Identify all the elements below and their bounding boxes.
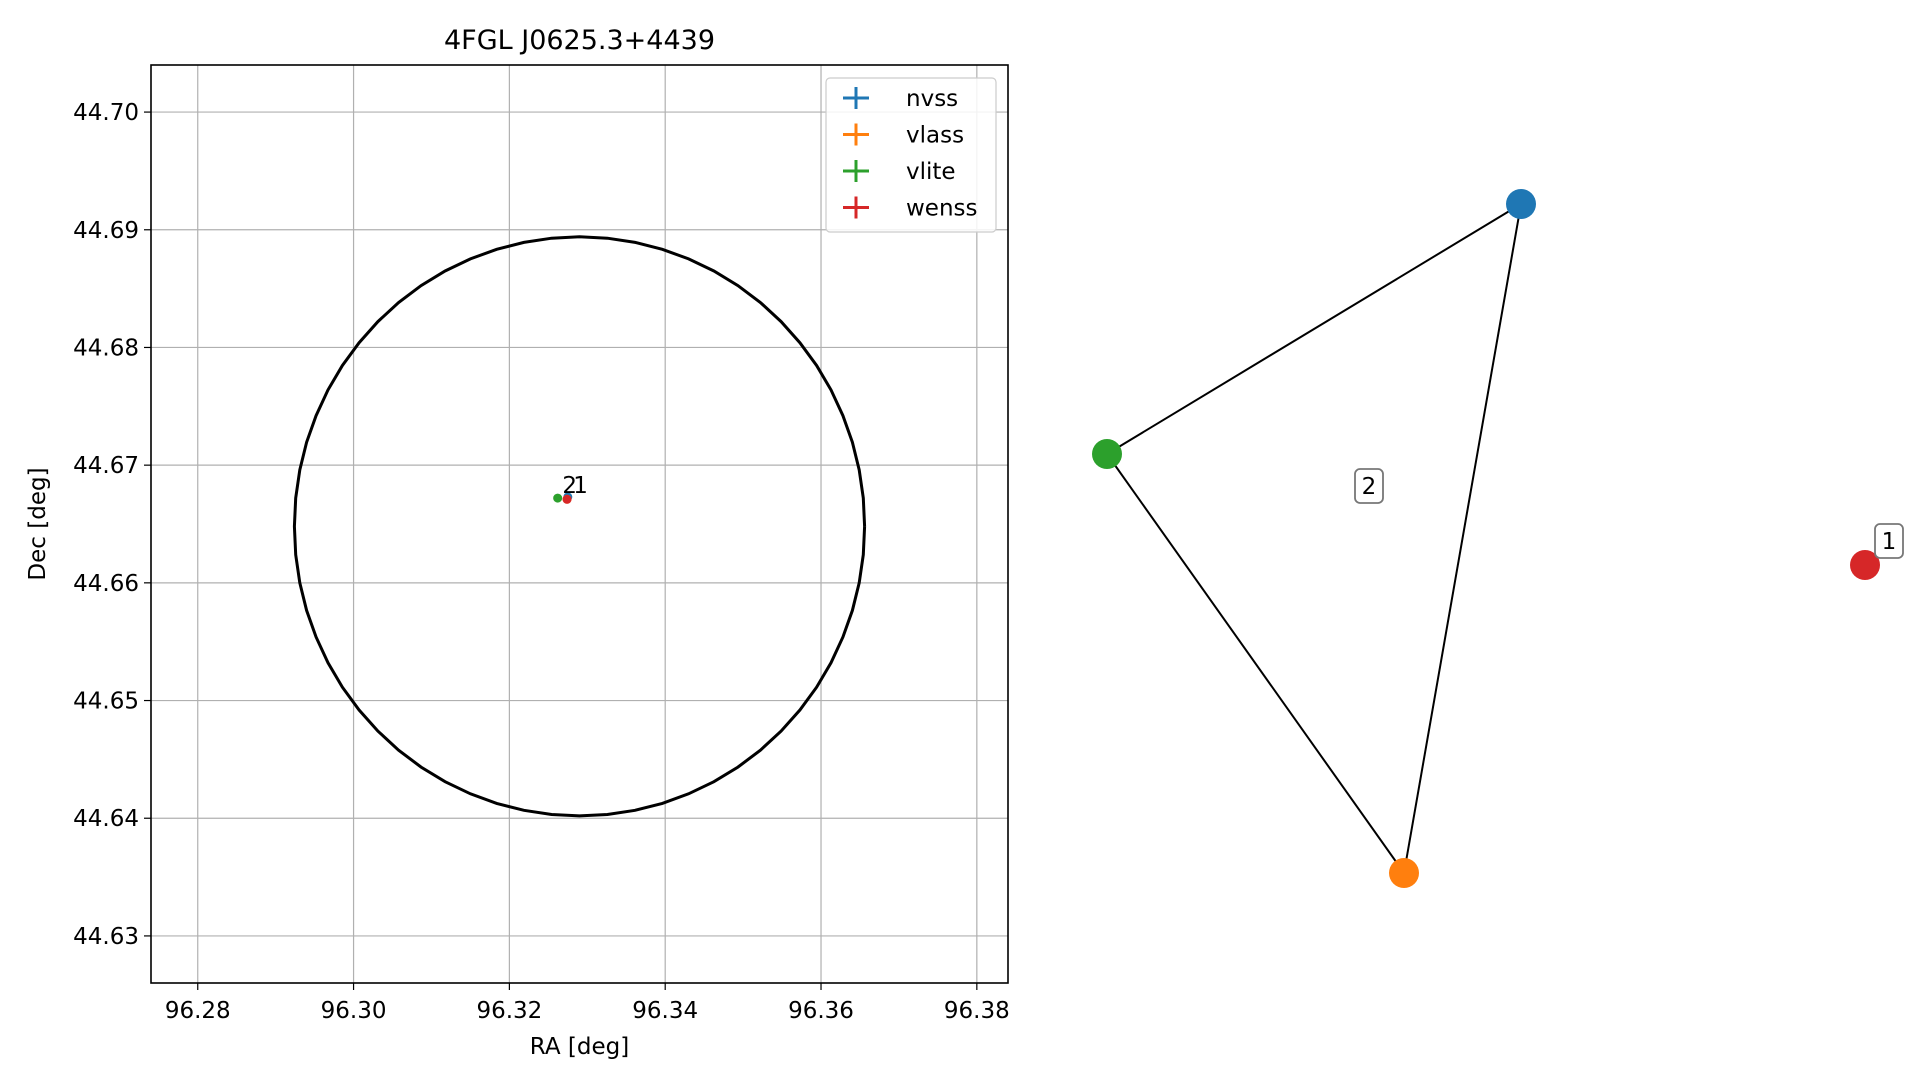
- x-tick-label: 96.30: [321, 998, 387, 1024]
- graph-nodes: [1092, 189, 1880, 888]
- y-tick-label: 44.64: [73, 806, 139, 832]
- legend-entry-vlite: vlite: [843, 159, 956, 185]
- legend-entry-wenss: wenss: [843, 196, 978, 222]
- node-vlass: [1389, 858, 1419, 888]
- point-wenss: [562, 494, 572, 504]
- group-label-2: 2: [1354, 468, 1384, 504]
- legend-label: vlass: [906, 123, 964, 149]
- group-label-box: [1354, 468, 1384, 504]
- y-tick-label: 44.69: [73, 218, 139, 244]
- x-tick-label: 96.36: [788, 998, 854, 1024]
- y-tick-label: 44.65: [73, 689, 139, 715]
- plot-frame: [150, 64, 1009, 984]
- legend-label: wenss: [906, 196, 978, 222]
- y-tick-label: 44.63: [73, 924, 139, 950]
- legend-entry-nvss: nvss: [843, 86, 958, 112]
- legend-entry-vlass: vlass: [843, 123, 964, 149]
- localization-ellipse: [292, 235, 867, 818]
- node-vlite: [1092, 439, 1122, 469]
- node-nvss: [1506, 189, 1536, 219]
- y-tick-label: 44.66: [73, 571, 139, 597]
- edge-vlass-nvss: [1403, 203, 1522, 874]
- group-label-1: 1: [1874, 523, 1904, 559]
- node-wenss: [1850, 550, 1880, 580]
- point-annotation: 1: [573, 473, 588, 499]
- uncertainty-ellipse: [292, 235, 867, 818]
- group-label-box: [1874, 523, 1904, 559]
- graph-edges: [1106, 203, 1522, 874]
- x-tick-label: 96.34: [632, 998, 698, 1024]
- x-tick-label: 96.28: [165, 998, 231, 1024]
- edge-vlite-vlass: [1106, 453, 1405, 874]
- edge-nvss-vlite: [1106, 203, 1522, 455]
- y-tick-label: 44.70: [73, 100, 139, 126]
- network-graph: 21: [1092, 189, 1904, 888]
- point-annotation: 2: [562, 473, 577, 499]
- x-axis-ticks: 96.28 96.30 96.32 96.34 96.36 96.38: [165, 983, 1010, 1024]
- legend-label: nvss: [906, 86, 958, 112]
- y-tick-label: 44.68: [73, 335, 139, 361]
- legend-label: vlite: [906, 159, 956, 185]
- x-axis-label: RA [deg]: [530, 1034, 629, 1060]
- x-tick-label: 96.32: [476, 998, 542, 1024]
- group-label-text: 1: [1882, 529, 1897, 555]
- group-label-text: 2: [1362, 474, 1377, 500]
- point-annotations: 21: [562, 473, 588, 499]
- y-axis-label: Dec [deg]: [25, 467, 51, 580]
- data-points: [553, 492, 573, 504]
- legend: nvss vlass vlite wenss: [825, 77, 997, 233]
- group-labels: 21: [1354, 468, 1904, 559]
- x-tick-label: 96.38: [944, 998, 1010, 1024]
- y-tick-label: 44.67: [73, 453, 139, 479]
- legend-box: [825, 77, 997, 233]
- chart-title: 4FGL J0625.3+4439: [444, 25, 715, 56]
- scatter-plot: 21 96.28 96.30 96.32 96.34 96.36 96.38 44.634…: [25, 25, 1010, 1060]
- point-vlite: [553, 493, 563, 503]
- y-axis-ticks: 44.63 44.64 44.65 44.66 44.67 44.68 44.69 44.70: [73, 100, 151, 950]
